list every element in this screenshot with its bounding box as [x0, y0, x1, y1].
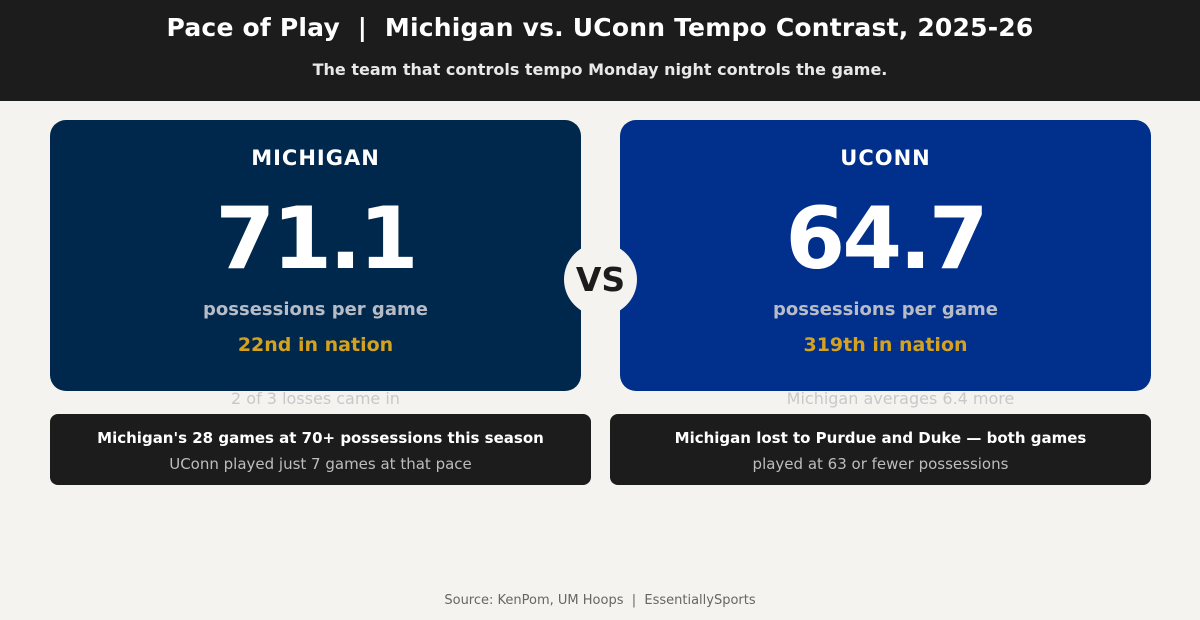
page-title: Pace of Play | Michigan vs. UConn Tempo …	[166, 13, 1034, 42]
header-banner: Pace of Play | Michigan vs. UConn Tempo …	[0, 0, 1200, 101]
note-headline: Michigan's 28 games at 70+ possessions t…	[97, 429, 544, 447]
faded-caption-right: Michigan averages 6.4 more	[786, 389, 1015, 408]
source-credit: Source: KenPom, UM Hoops | EssentiallySp…	[444, 593, 756, 608]
tempo-value: 71.1	[215, 189, 418, 289]
faded-caption-left: 2 of 3 losses came in	[231, 389, 400, 408]
note-detail: UConn played just 7 games at that pace	[169, 455, 472, 473]
tempo-value: 64.7	[785, 189, 988, 289]
national-rank: 319th in nation	[803, 334, 968, 356]
uconn-card: UCONN 64.7 possessions per game 319th in…	[620, 120, 1151, 391]
national-rank: 22nd in nation	[237, 334, 394, 356]
note-detail: played at 63 or fewer possessions	[752, 455, 1009, 473]
note-box-left: Michigan's 28 games at 70+ possessions t…	[50, 414, 591, 485]
team-name: MICHIGAN	[251, 146, 380, 170]
note-box-right: Michigan lost to Purdue and Duke — both …	[610, 414, 1151, 485]
note-headline: Michigan lost to Purdue and Duke — both …	[674, 429, 1087, 447]
tempo-unit: possessions per game	[773, 299, 998, 320]
page-subtitle: The team that controls tempo Monday nigh…	[312, 60, 888, 79]
vs-badge: VS	[564, 243, 637, 316]
tempo-unit: possessions per game	[203, 299, 428, 320]
michigan-card: MICHIGAN 71.1 possessions per game 22nd …	[50, 120, 581, 391]
team-name: UCONN	[840, 146, 931, 170]
